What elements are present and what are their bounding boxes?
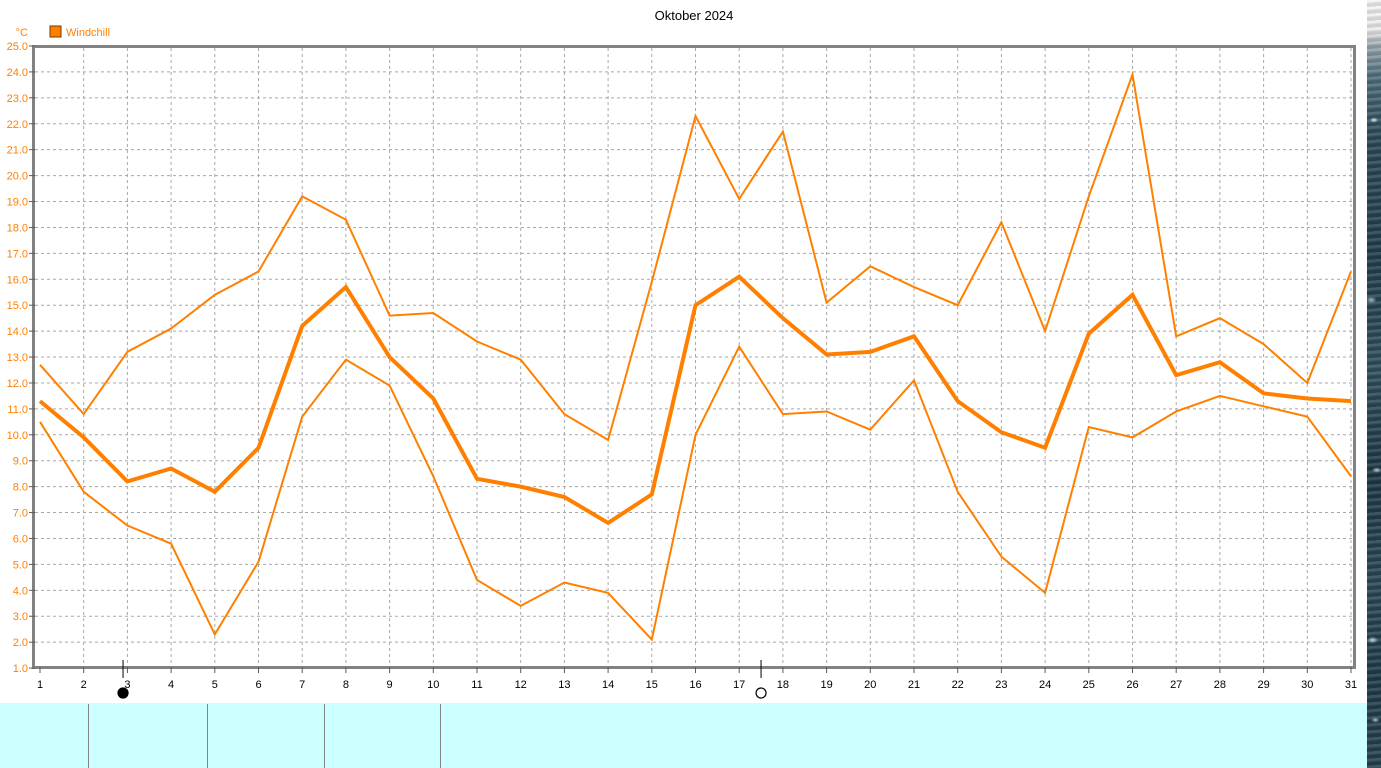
y-tick-label: 14.0	[7, 326, 28, 338]
x-tick-label: 20	[864, 679, 876, 691]
x-tick-label: 31	[1345, 679, 1357, 691]
x-tick-label: 6	[255, 679, 261, 691]
x-tick-label: 26	[1126, 679, 1138, 691]
y-tick-label: 22.0	[7, 119, 28, 131]
x-tick-label: 15	[646, 679, 658, 691]
x-tick-label: 13	[558, 679, 570, 691]
series-line-1	[38, 274, 1352, 526]
y-tick-label: 16.0	[7, 274, 28, 286]
x-tick-label: 14	[602, 679, 614, 691]
chart-title: Oktober 2024	[655, 8, 734, 23]
y-tick-label: 5.0	[13, 559, 28, 571]
x-tick-label: 11	[471, 679, 482, 691]
y-tick-label: 20.0	[7, 171, 28, 183]
legend: Windchill	[49, 25, 110, 39]
y-tick-label: 18.0	[7, 222, 28, 234]
desktop-wallpaper-strip	[1367, 0, 1381, 768]
y-tick-label: 9.0	[13, 456, 28, 468]
chart-region: 1.0 2.0 3.0 4.0 5.0 6.0 7.0 8.0 9.0 10.0 11.0 12.0 1…	[6, 8, 1358, 699]
x-tick-label: 21	[908, 679, 920, 691]
x-tick-label: 23	[995, 679, 1007, 691]
x-tick-label: 30	[1301, 679, 1313, 691]
y-tick-label: 2.0	[13, 637, 28, 649]
x-tick-label: 8	[343, 679, 349, 691]
windchill-chart: 1.0 2.0 3.0 4.0 5.0 6.0 7.0 8.0 9.0 10.0 11.0 12.0 1…	[7, 8, 1357, 699]
y-tick-label: 25.0	[7, 41, 28, 53]
moon-full-icon	[755, 687, 767, 699]
x-tick-label: 16	[689, 679, 701, 691]
legend-swatch-icon	[49, 25, 62, 38]
x-axis: 1 2 3 4 5 6 7 8 9 10 11 12 13 14 15 16 17 18 19 20 21 22 23 24 2…	[37, 667, 1357, 691]
x-tick-label: 10	[427, 679, 439, 691]
y-tick-label: 7.0	[13, 508, 28, 520]
table-divider	[88, 704, 89, 768]
gridlines	[35, 48, 1353, 666]
y-tick-label: 3.0	[13, 611, 28, 623]
x-tick-label: 18	[777, 679, 789, 691]
series-line-2	[39, 344, 1352, 642]
y-tick-label: 13.0	[7, 352, 28, 364]
x-tick-label: 2	[81, 679, 87, 691]
y-tick-label: 15.0	[7, 300, 28, 312]
stats-table: Windchill MaxWert Durchschnitt MinWert °…	[0, 703, 1367, 768]
x-tick-label: 22	[952, 679, 964, 691]
y-axis-unit-label: °C	[16, 27, 28, 39]
y-tick-label: 12.0	[7, 378, 28, 390]
plot-frame	[32, 45, 1356, 669]
moon-markers	[117, 660, 767, 699]
x-tick-label: 5	[212, 679, 218, 691]
x-tick-label: 25	[1083, 679, 1095, 691]
y-tick-label: 19.0	[7, 197, 28, 209]
x-tick-label: 24	[1039, 679, 1051, 691]
y-tick-label: 24.0	[7, 67, 28, 79]
x-tick-label: 7	[299, 679, 305, 691]
x-tick-label: 29	[1257, 679, 1269, 691]
x-tick-label: 9	[387, 679, 393, 691]
x-tick-label: 4	[168, 679, 174, 691]
x-tick-label: 19	[820, 679, 832, 691]
moon-new-icon	[117, 687, 129, 699]
y-tick-label: 17.0	[7, 248, 28, 260]
series-line-0	[39, 70, 1352, 442]
x-tick-label: 27	[1170, 679, 1182, 691]
x-tick-label: 17	[733, 679, 745, 691]
x-tick-label: 28	[1214, 679, 1226, 691]
legend-label: Windchill	[66, 27, 110, 39]
y-tick-label: 11.0	[7, 404, 28, 416]
y-tick-label: 4.0	[13, 585, 28, 597]
table-divider	[207, 704, 208, 768]
y-tick-label: 23.0	[7, 93, 28, 105]
y-tick-label: 21.0	[7, 145, 28, 157]
y-tick-label: 6.0	[13, 533, 28, 545]
y-axis: 1.0 2.0 3.0 4.0 5.0 6.0 7.0 8.0 9.0 10.0 11.0 12.0 1…	[7, 27, 35, 675]
x-tick-label: 12	[515, 679, 527, 691]
x-tick-label: 3	[124, 679, 130, 691]
y-tick-label: 8.0	[13, 482, 28, 494]
y-tick-label: 10.0	[7, 430, 28, 442]
table-divider	[324, 704, 325, 768]
table-divider	[440, 704, 441, 768]
x-tick-label: 1	[37, 679, 43, 691]
y-tick-label: 1.0	[13, 663, 28, 675]
